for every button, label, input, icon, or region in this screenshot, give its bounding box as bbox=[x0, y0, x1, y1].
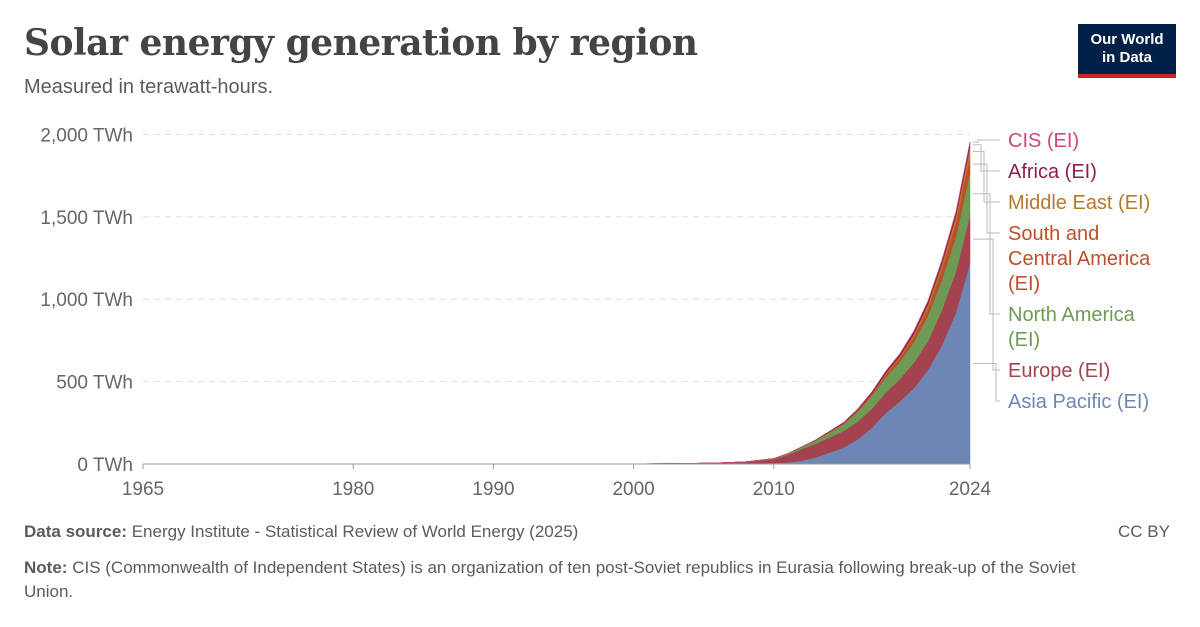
legend-label[interactable]: Central America bbox=[1008, 248, 1151, 270]
stacked-areas bbox=[143, 141, 971, 465]
legend-label[interactable]: Asia Pacific (EI) bbox=[1008, 391, 1149, 413]
legend-connector bbox=[973, 150, 1000, 203]
legend-label[interactable]: (EI) bbox=[1008, 273, 1040, 295]
x-tick-label: 1980 bbox=[332, 479, 374, 500]
grid-lines bbox=[143, 133, 970, 383]
legend-label[interactable]: Africa (EI) bbox=[1008, 161, 1097, 183]
x-tick-label: 2000 bbox=[612, 479, 654, 500]
legend-connector bbox=[973, 238, 1000, 371]
y-tick-label: 0 TWh bbox=[77, 455, 133, 476]
legend: CIS (EI) Africa (EI) Middle East (EI) South… bbox=[973, 130, 1151, 413]
area-middle-east-ei[interactable] bbox=[143, 146, 971, 465]
source-label: Data source: bbox=[24, 522, 127, 541]
legend-label[interactable]: (EI) bbox=[1008, 329, 1040, 351]
legend-label[interactable]: Europe (EI) bbox=[1008, 360, 1110, 382]
x-tick-label: 2024 bbox=[949, 479, 992, 500]
area-cis-ei[interactable] bbox=[143, 141, 971, 465]
legend-connector bbox=[973, 363, 1000, 402]
chart-subtitle: Measured in terawatt-hours. bbox=[24, 76, 274, 98]
legend-label[interactable]: North America bbox=[1008, 304, 1136, 326]
x-tick-label: 2010 bbox=[753, 479, 795, 500]
legend-connector bbox=[973, 144, 1000, 172]
legend-label[interactable]: South and bbox=[1008, 223, 1099, 245]
note-text: CIS (Commonwealth of Independent States)… bbox=[24, 558, 1076, 601]
y-tick-label: 2,000 TWh bbox=[40, 125, 133, 146]
legend-connector bbox=[973, 163, 1000, 234]
logo-line-2: in Data bbox=[1101, 49, 1152, 66]
y-tick-label: 1,000 TWh bbox=[40, 290, 133, 311]
legend-connector bbox=[973, 139, 1000, 143]
y-tick-label: 1,500 TWh bbox=[40, 208, 133, 229]
data-source: Data source: Energy Institute - Statisti… bbox=[24, 522, 578, 542]
note-label: Note: bbox=[24, 558, 68, 577]
chart-note: Note: CIS (Commonwealth of Independent S… bbox=[24, 556, 1114, 604]
legend-label[interactable]: Middle East (EI) bbox=[1008, 192, 1150, 214]
owid-logo[interactable]: Our World in Data bbox=[1078, 24, 1176, 78]
license-link[interactable]: CC BY bbox=[1118, 522, 1170, 541]
logo-line-1: Our World bbox=[1090, 31, 1164, 48]
chart-title: Solar energy generation by region bbox=[24, 22, 698, 64]
legend-label[interactable]: CIS (EI) bbox=[1008, 130, 1079, 152]
source-text[interactable]: Energy Institute - Statistical Review of… bbox=[131, 522, 579, 541]
x-tick-label: 1990 bbox=[472, 479, 514, 500]
y-tick-label: 500 TWh bbox=[56, 373, 133, 394]
area-south-and-central-america-ei[interactable] bbox=[143, 155, 971, 465]
axes: 0 TWh 500 TWh 1,000 TWh 1,500 TWh 2,000 TWh 1… bbox=[40, 125, 991, 500]
x-tick-label: 1965 bbox=[122, 479, 164, 500]
legend-connector bbox=[973, 193, 1000, 315]
area-africa-ei[interactable] bbox=[143, 142, 971, 465]
